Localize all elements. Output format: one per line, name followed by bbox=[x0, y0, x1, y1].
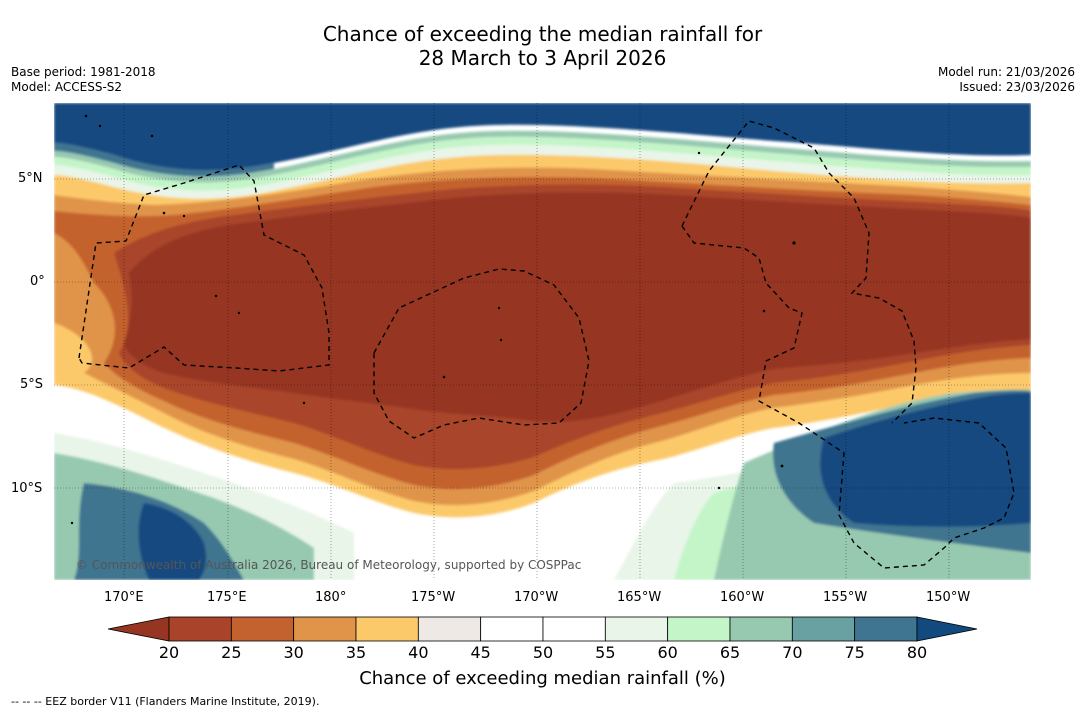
colorbar-tick: 50 bbox=[532, 643, 554, 662]
lon-label-180: 180° bbox=[315, 590, 347, 605]
colorbar-under-arrow bbox=[108, 616, 170, 642]
lon-label-155w: 155°W bbox=[823, 590, 868, 605]
eez-footnote: -- -- -- EEZ border V11 (Flanders Marine… bbox=[11, 695, 320, 708]
lon-label-175e: 175°E bbox=[207, 590, 247, 605]
base-period: Base period: 1981-2018 bbox=[11, 65, 156, 79]
colorbar-cell bbox=[729, 616, 793, 642]
colorbar-cell bbox=[417, 616, 482, 642]
colorbar-cell bbox=[604, 616, 669, 642]
colorbar-cells bbox=[168, 616, 918, 642]
lat-label-0: 0° bbox=[30, 274, 45, 289]
lat-label-10s: 10°S bbox=[11, 481, 43, 496]
eez-borders bbox=[78, 120, 1015, 569]
colorbar-cell bbox=[293, 616, 357, 642]
field-south-east-80 bbox=[820, 393, 1031, 527]
colorbar-cell bbox=[230, 616, 295, 642]
lon-label-165w: 165°W bbox=[617, 590, 662, 605]
eez-phoenix bbox=[373, 268, 590, 439]
eez-kiribati-gilbert bbox=[78, 164, 330, 372]
lon-label-175w: 175°W bbox=[411, 590, 456, 605]
lon-label-170w: 170°W bbox=[514, 590, 559, 605]
field-north-70 bbox=[54, 130, 1031, 183]
model-run-date: Model run: 21/03/2026 bbox=[937, 65, 1075, 79]
copyright-notice: © Commonwealth of Australia 2026, Bureau… bbox=[76, 558, 582, 572]
rainfall-map-svg bbox=[54, 103, 1031, 580]
colorbar-tick: 65 bbox=[719, 643, 741, 662]
issued-date: Issued: 23/03/2026 bbox=[959, 80, 1075, 94]
colorbar-title: Chance of exceeding median rainfall (%) bbox=[359, 668, 726, 689]
probability-fields bbox=[54, 103, 1031, 580]
colorbar-cell bbox=[480, 616, 544, 642]
colorbar-cell bbox=[355, 616, 419, 642]
colorbar-tick: 20 bbox=[158, 643, 180, 662]
model-name: Model: ACCESS-S2 bbox=[11, 80, 123, 94]
colorbar-tick: 35 bbox=[345, 643, 367, 662]
colorbar-tick: 40 bbox=[408, 643, 429, 662]
field-north-60 bbox=[54, 136, 1031, 191]
field-north-75 bbox=[54, 143, 274, 177]
lat-label-5s: 5°S bbox=[20, 377, 44, 392]
eez-line-islands bbox=[681, 120, 917, 424]
colorbar-tick: 30 bbox=[283, 643, 304, 662]
colorbar-tick: 80 bbox=[906, 643, 928, 662]
colorbar-cell bbox=[667, 616, 731, 642]
lon-label-160w: 160°W bbox=[720, 590, 765, 605]
colorbar-over-arrow bbox=[916, 616, 978, 642]
colorbar-cell bbox=[168, 616, 232, 642]
colorbar-tick: 70 bbox=[782, 643, 803, 662]
colorbar-tick: 75 bbox=[844, 643, 865, 662]
lon-label-150w: 150°W bbox=[926, 590, 971, 605]
map-title-line2: 28 March to 3 April 2026 bbox=[418, 46, 667, 70]
graticule bbox=[54, 103, 1031, 580]
rainfall-map bbox=[54, 103, 1031, 580]
colorbar-cell bbox=[854, 616, 918, 642]
field-south-west-80 bbox=[138, 503, 207, 580]
colorbar-cell bbox=[791, 616, 856, 642]
islands bbox=[70, 114, 796, 525]
field-north-80 bbox=[54, 103, 1031, 171]
colorbar-tick: 60 bbox=[657, 643, 678, 662]
field-dry-20 bbox=[124, 192, 1031, 422]
colorbar-tick: 25 bbox=[221, 643, 242, 662]
field-north-55 bbox=[54, 144, 1031, 199]
lat-label-5n: 5°N bbox=[18, 171, 43, 186]
colorbar-tick: 55 bbox=[595, 643, 616, 662]
map-title-line1: Chance of exceeding the median rainfall … bbox=[322, 22, 763, 46]
lon-label-170e: 170°E bbox=[104, 590, 144, 605]
eez-line-east bbox=[681, 225, 1015, 569]
colorbar bbox=[108, 616, 978, 642]
colorbar-tick: 45 bbox=[470, 643, 491, 662]
colorbar-cell bbox=[542, 616, 606, 642]
